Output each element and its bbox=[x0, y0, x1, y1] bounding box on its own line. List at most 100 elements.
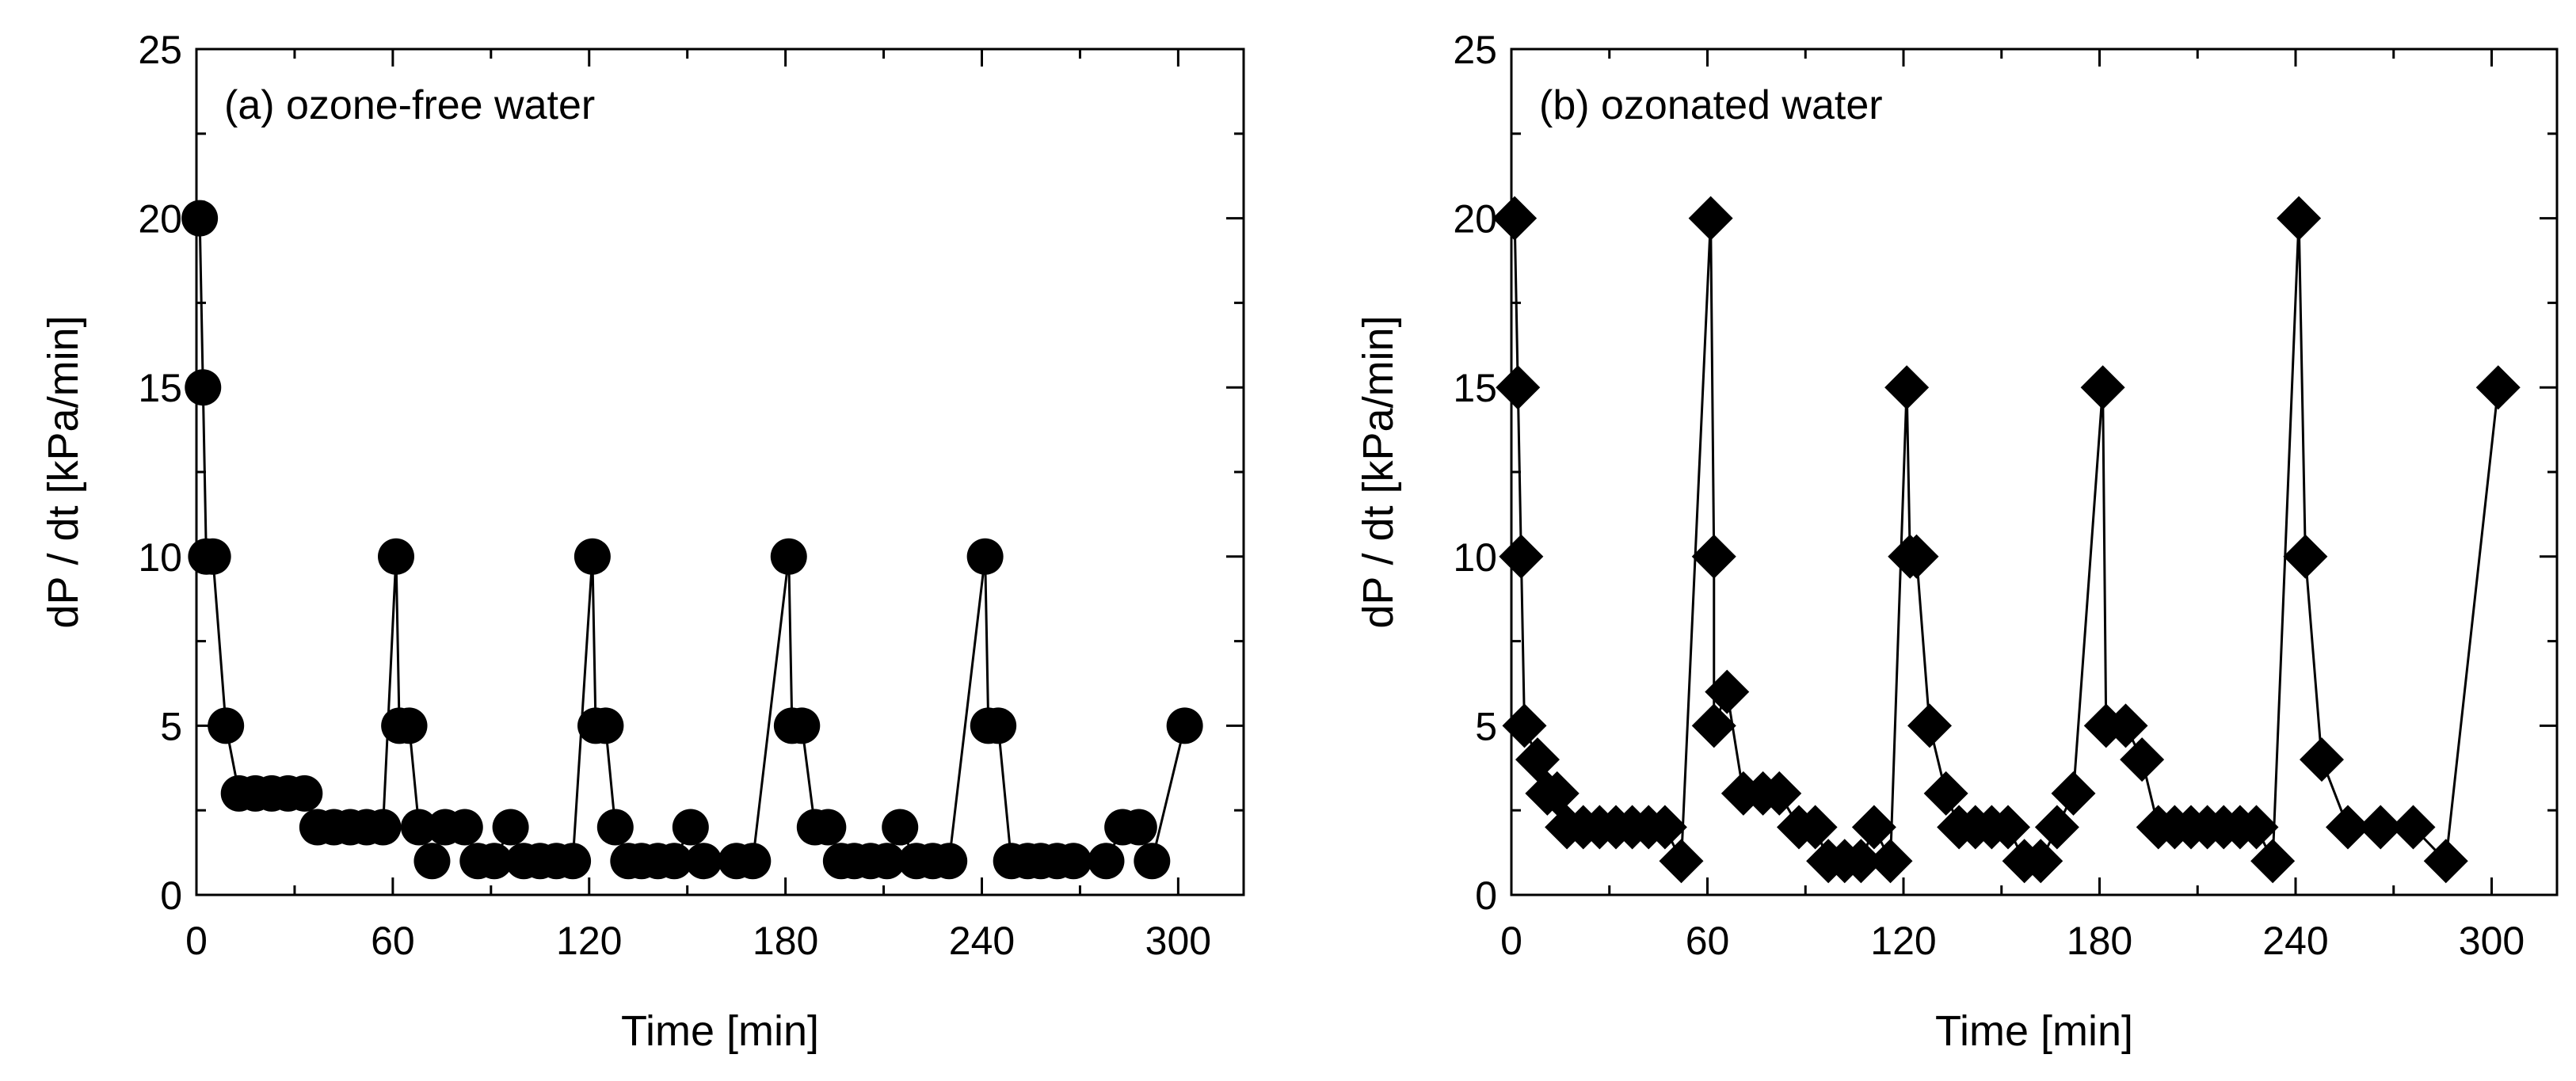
panel-a-data-point bbox=[1088, 843, 1125, 880]
panel-a-y-tick-label: 10 bbox=[138, 535, 182, 580]
panel-b-data-point bbox=[2391, 805, 2436, 850]
panel-b-x-tick-label: 180 bbox=[2067, 919, 2132, 963]
panel-b-data-point bbox=[1691, 534, 1736, 579]
panel-a-data-point bbox=[185, 369, 222, 406]
panel-a-data-point bbox=[783, 707, 821, 744]
panel-b-data-point bbox=[1851, 805, 1896, 850]
panel-b-data-point bbox=[1691, 703, 1736, 748]
panel-a-data-point bbox=[208, 707, 245, 744]
panel-a-ylabel: dP / dt [kPa/min] bbox=[40, 315, 87, 628]
panel-b-data-point bbox=[1492, 196, 1538, 241]
panel-b-x-tick-label: 240 bbox=[2262, 919, 2328, 963]
panel-a-series-line bbox=[198, 218, 1187, 866]
panel-a-data-point bbox=[656, 843, 693, 880]
panel-a-y-tick-label: 15 bbox=[138, 366, 182, 410]
panel-b-xlabel: Time [min] bbox=[1935, 1007, 2133, 1055]
panel-b-data-point bbox=[1534, 771, 1580, 816]
panel-a-data-point bbox=[770, 538, 807, 575]
panel-a-data-point bbox=[181, 200, 219, 237]
panel-b-ylabel: dP / dt [kPa/min] bbox=[1355, 315, 1402, 628]
panel-a-data-point bbox=[475, 843, 513, 880]
panel-b-y-tick-label: 5 bbox=[1475, 704, 1497, 748]
panel-a-y-tick-label: 5 bbox=[160, 704, 182, 748]
panel-b-data-point bbox=[2250, 839, 2296, 884]
panel-a-data-point bbox=[868, 843, 905, 880]
panel-a-data-point bbox=[554, 843, 592, 880]
panel-b-data-point bbox=[2283, 534, 2328, 579]
panel-a-x-tick-label: 120 bbox=[556, 919, 622, 963]
panel-a-data-point bbox=[931, 843, 968, 880]
panel-b-y-tick-label: 25 bbox=[1453, 28, 1497, 72]
panel-b-y-tick-label: 15 bbox=[1453, 366, 1497, 410]
panel-b-data-point bbox=[1496, 365, 1541, 410]
panel-a-data-point bbox=[194, 538, 231, 575]
panel-b-data-point bbox=[1688, 196, 1733, 241]
panel-a-data-point bbox=[286, 775, 323, 812]
panel-b-y-tick-label: 10 bbox=[1453, 535, 1497, 580]
panel-a-data-point bbox=[378, 538, 415, 575]
panel-b-data-point bbox=[1642, 805, 1687, 850]
panel-b-data-point bbox=[2423, 839, 2468, 884]
panel-a-data-point bbox=[400, 809, 437, 846]
panel-a-x-tick-label: 0 bbox=[185, 919, 208, 963]
panel-a-title: (a) ozone-free water bbox=[224, 82, 595, 128]
panel-a-data-point bbox=[734, 843, 772, 880]
panel-b-data-point bbox=[2120, 737, 2165, 782]
panel-a-x-tick-label: 240 bbox=[949, 919, 1015, 963]
panel-b-y-tick-label: 20 bbox=[1453, 197, 1497, 242]
panel-a-x-tick-label: 60 bbox=[371, 919, 415, 963]
panel-a-data-point bbox=[1055, 843, 1092, 880]
panel-b-data-point bbox=[1986, 805, 2030, 850]
panel-a-data-point bbox=[882, 809, 919, 846]
panel-b-x-tick-label: 300 bbox=[2459, 919, 2525, 963]
panel-b-x-tick-label: 60 bbox=[1686, 919, 1730, 963]
panel-a-data-point bbox=[980, 707, 1017, 744]
panel-b-data-point bbox=[2326, 805, 2370, 850]
panel-b-data-point bbox=[2051, 771, 2096, 816]
panel-b-title: (b) ozonated water bbox=[1539, 82, 1883, 128]
panel-b-ozonated: (b) ozonated water Time [min] dP / dt [k… bbox=[1355, 28, 2559, 1055]
panel-b-data-point bbox=[2018, 839, 2063, 884]
panel-b-data-point bbox=[2475, 365, 2521, 410]
panel-b-data-point bbox=[2103, 703, 2148, 748]
panel-b-frame bbox=[1510, 48, 2559, 896]
panel-a-data-point bbox=[391, 707, 428, 744]
panel-a-data-point bbox=[596, 809, 634, 846]
panel-a-data-point bbox=[1134, 843, 1171, 880]
panel-a-data-point bbox=[810, 809, 847, 846]
panel-b-data-point bbox=[1793, 805, 1838, 850]
panel-b-data-point bbox=[2034, 805, 2079, 850]
panel-b-data-point bbox=[1502, 703, 1547, 748]
panel-b-data-point bbox=[1515, 737, 1560, 782]
panel-a-y-tick-label: 0 bbox=[160, 874, 182, 918]
panel-b-data-point bbox=[1757, 771, 1802, 816]
panel-b-data-point bbox=[1884, 365, 1930, 410]
panel-b-data-point bbox=[2358, 805, 2403, 850]
panel-b-data-point bbox=[1907, 703, 1952, 748]
panel-a-data-point bbox=[574, 538, 611, 575]
panel-b-data-point bbox=[1868, 839, 1913, 884]
panel-a-xlabel: Time [min] bbox=[621, 1007, 819, 1055]
panel-a-frame bbox=[195, 48, 1245, 896]
panel-a-y-tick-label: 20 bbox=[138, 197, 182, 242]
panel-a-x-tick-label: 180 bbox=[753, 919, 818, 963]
panel-a-data-point bbox=[587, 707, 624, 744]
panel-b-data-point bbox=[1499, 534, 1544, 579]
panel-b-data-point bbox=[2300, 737, 2344, 782]
panel-b-data-point bbox=[2234, 805, 2279, 850]
panel-a-data-point bbox=[446, 809, 483, 846]
panel-b-data-point bbox=[2277, 196, 2322, 241]
panel-b-data-point bbox=[1705, 669, 1750, 714]
panel-b-x-tick-label: 0 bbox=[1500, 919, 1522, 963]
panel-b-y-tick-label: 0 bbox=[1475, 874, 1497, 918]
panel-a-ozone-free: (a) ozone-free water Time [min] dP / dt … bbox=[40, 28, 1245, 1055]
panel-a-data-point bbox=[685, 843, 722, 880]
panel-b-x-tick-label: 120 bbox=[1870, 919, 1936, 963]
panel-b-data-point bbox=[1923, 771, 1968, 816]
panel-a-data-point bbox=[966, 538, 1004, 575]
panel-a-data-point bbox=[1166, 707, 1203, 744]
panel-a-data-point bbox=[1120, 809, 1157, 846]
panel-b-data-point bbox=[1839, 839, 1884, 884]
panel-b-series-line bbox=[1513, 218, 2500, 864]
